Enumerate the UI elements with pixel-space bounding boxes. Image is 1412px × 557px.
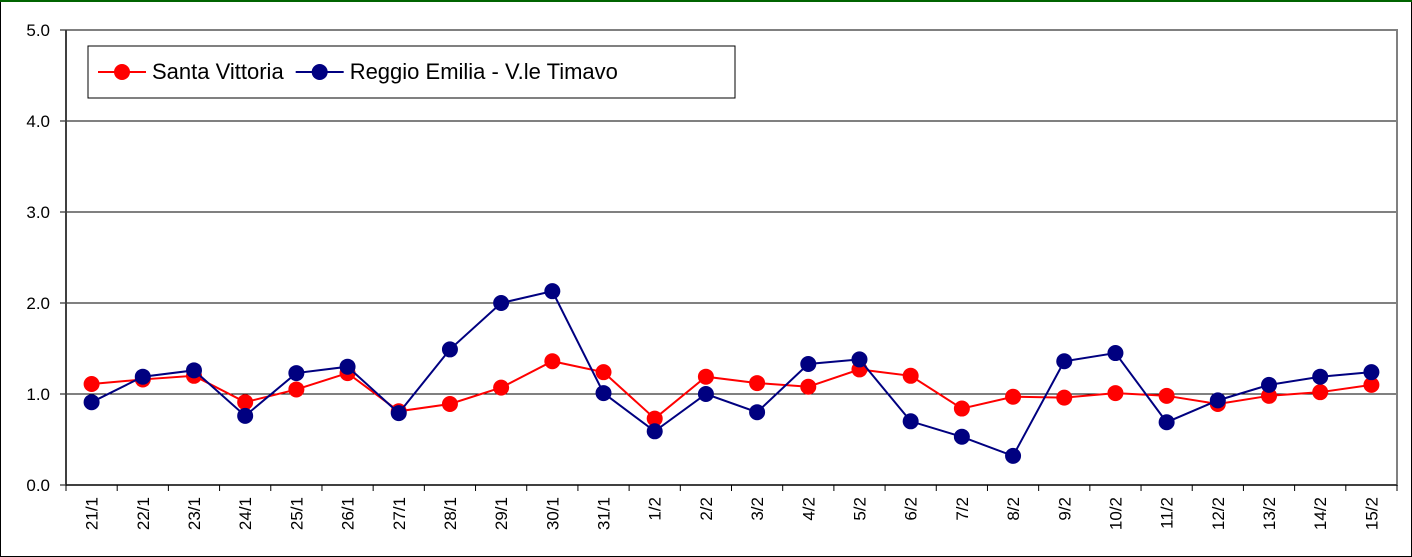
x-tick-label: 13/2 (1260, 497, 1279, 530)
x-tick-label: 3/2 (748, 497, 767, 521)
data-point (1312, 384, 1329, 401)
data-point (1363, 364, 1380, 381)
data-point (493, 295, 510, 311)
series-line (91, 290, 1372, 458)
data-point (902, 413, 919, 430)
legend: Santa Vittoria Reggio Emilia - V.le Timav… (87, 45, 736, 99)
data-point (83, 375, 100, 392)
data-point (851, 351, 868, 368)
legend-label: Reggio Emilia - V.le Timavo (350, 59, 618, 84)
x-tick-label: 1/2 (646, 497, 665, 521)
y-tick-label: 2.0 (26, 294, 50, 313)
data-point (339, 358, 356, 375)
data-point (1363, 376, 1380, 393)
data-point (1312, 368, 1329, 385)
data-point (749, 404, 766, 421)
data-point (185, 362, 202, 379)
x-tick-label: 10/2 (1106, 497, 1125, 530)
x-tick-label: 22/1 (134, 497, 153, 530)
y-tick-label: 1.0 (26, 385, 50, 404)
x-tick-label: 23/1 (185, 497, 204, 530)
y-tick-label: 5.0 (26, 21, 50, 40)
data-point (1107, 385, 1124, 402)
y-tick-label: 0.0 (26, 476, 50, 495)
data-point (646, 410, 663, 427)
data-point (288, 365, 305, 382)
data-point (390, 405, 407, 422)
x-tick-label: 30/1 (543, 497, 562, 530)
x-tick-label: 6/2 (902, 497, 921, 521)
data-point (1056, 353, 1073, 370)
data-point (800, 355, 817, 372)
x-tick-label: 15/2 (1362, 497, 1381, 530)
x-tick-label: 28/1 (441, 497, 460, 530)
x-tick-label: 27/1 (390, 497, 409, 530)
x-tick-label: 12/2 (1209, 497, 1228, 530)
x-tick-label: 24/1 (236, 497, 255, 530)
data-point (902, 367, 919, 384)
data-point (1209, 392, 1226, 409)
data-point (134, 368, 151, 385)
x-tick-label: 25/1 (287, 497, 306, 530)
legend-marker (114, 64, 130, 80)
x-tick-label: 11/2 (1158, 497, 1177, 529)
data-point (288, 381, 305, 398)
data-point (595, 385, 612, 402)
x-tick-label: 9/2 (1055, 497, 1074, 521)
x-tick-label: 5/2 (850, 497, 869, 521)
data-point (697, 368, 714, 385)
data-point (1158, 414, 1175, 431)
data-point (1005, 388, 1022, 405)
x-tick-label: 29/1 (492, 497, 511, 530)
x-tick-label: 8/2 (1004, 497, 1023, 521)
data-point (800, 378, 817, 395)
x-tick-label: 4/2 (799, 497, 818, 521)
legend-label: Santa Vittoria (152, 59, 284, 84)
y-tick-label: 4.0 (26, 112, 50, 131)
data-point (1056, 389, 1073, 406)
data-point (83, 394, 100, 411)
data-point (237, 407, 254, 424)
x-tick-label: 26/1 (339, 497, 358, 530)
x-tick-label: 21/1 (83, 497, 102, 530)
legend-marker (311, 64, 328, 80)
y-tick-label: 3.0 (26, 203, 50, 222)
data-point (595, 364, 612, 381)
data-point (237, 394, 254, 411)
data-point (1005, 447, 1022, 464)
legend-box (87, 45, 736, 99)
x-tick-label: 31/1 (595, 497, 614, 530)
data-point (697, 386, 714, 402)
data-point (441, 341, 458, 358)
data-point (544, 353, 561, 370)
data-point (749, 375, 766, 392)
x-tick-label: 7/2 (953, 497, 972, 521)
data-point (1158, 387, 1175, 404)
data-point (441, 396, 458, 413)
data-point (953, 400, 970, 417)
data-point (493, 379, 510, 396)
data-point (953, 428, 970, 445)
data-point (544, 283, 561, 300)
data-point (646, 423, 663, 440)
series-line (91, 360, 1372, 420)
x-tick-label: 2/2 (697, 497, 716, 521)
data-point (1261, 376, 1278, 393)
x-tick-label: 14/2 (1311, 497, 1330, 530)
data-point (1107, 345, 1124, 362)
